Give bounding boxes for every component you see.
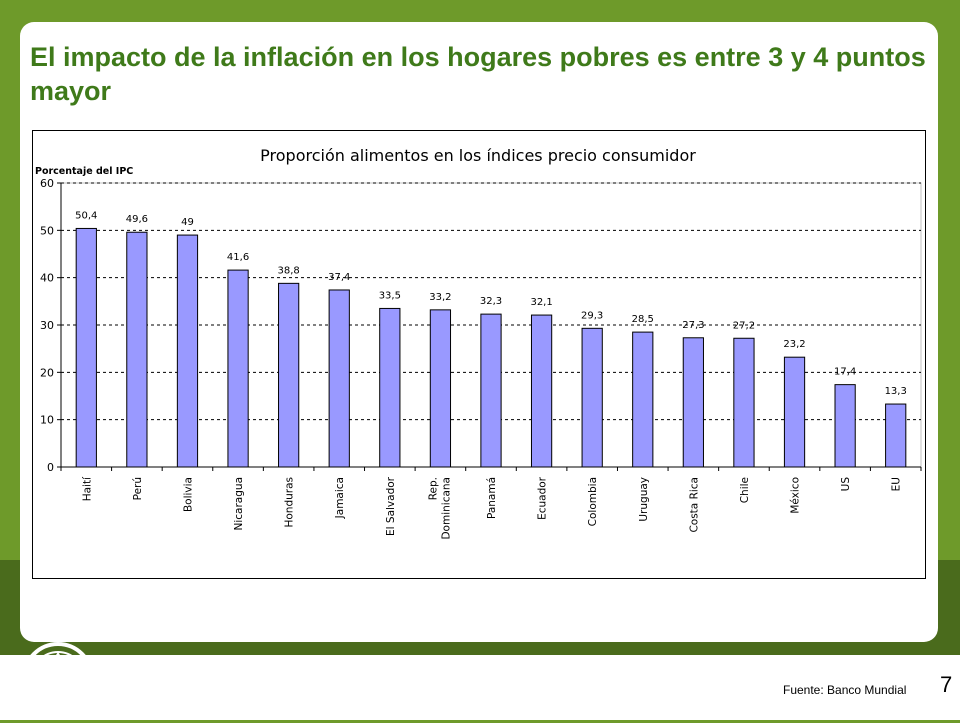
footer-band bbox=[0, 655, 960, 720]
x-tick-label: Jamaica bbox=[334, 477, 346, 519]
y-tick-label: 60 bbox=[40, 177, 54, 190]
bar bbox=[227, 269, 249, 468]
bar bbox=[278, 282, 300, 468]
x-tick-label-line: Dominicana bbox=[440, 477, 452, 540]
x-tick-label: Colombia bbox=[587, 477, 599, 526]
x-tick-label: Rep.Dominicana bbox=[427, 477, 452, 540]
x-tick-label: Ecuador bbox=[537, 476, 549, 520]
page-number: 7 bbox=[940, 672, 953, 697]
x-tick-label: Haití bbox=[81, 476, 93, 501]
bar bbox=[783, 356, 806, 468]
bar-value-label: 29,3 bbox=[581, 310, 603, 321]
bar bbox=[379, 307, 401, 468]
x-tick-label-line: México bbox=[790, 477, 802, 514]
fao-logo: FAO FIAT PANIS bbox=[18, 638, 98, 723]
x-tick-label-line: Ecuador bbox=[537, 476, 549, 520]
bar bbox=[682, 337, 704, 468]
x-tick-label: Costa Rica bbox=[688, 477, 700, 533]
plot-area: 0 10 20 30 40 50 60 50,4 Haití 49,6 Perú 49 Bolivia 4… bbox=[40, 177, 922, 540]
x-tick-label: Nicaragua bbox=[233, 477, 245, 530]
bar-value-label: 33,2 bbox=[429, 292, 451, 303]
bar-value-label: 32,3 bbox=[480, 296, 502, 307]
x-tick-label: EU bbox=[891, 477, 903, 491]
x-tick-label: México bbox=[790, 477, 802, 514]
y-tick-label: 40 bbox=[40, 272, 54, 285]
x-tick-label-line: Costa Rica bbox=[688, 477, 700, 533]
x-tick-label-line: El Salvador bbox=[385, 476, 397, 536]
bar bbox=[733, 337, 755, 468]
logo-center-text: FAO bbox=[43, 674, 74, 690]
x-tick-label-line: Haití bbox=[81, 476, 93, 501]
y-axis-label: Porcentaje del IPC bbox=[35, 166, 133, 177]
x-tick-label-line: Chile bbox=[739, 477, 751, 503]
logo-left-text: FIAT bbox=[36, 699, 49, 706]
bar bbox=[885, 403, 907, 468]
x-tick-label-line: Perú bbox=[132, 477, 144, 500]
bar-value-label: 27,2 bbox=[733, 320, 755, 331]
bar-value-label: 41,6 bbox=[227, 252, 249, 263]
y-tick-label: 0 bbox=[47, 461, 54, 474]
x-tick-label: Panamá bbox=[486, 477, 498, 519]
x-tick-label-line: Bolivia bbox=[182, 477, 194, 512]
x-tick-label-line: Uruguay bbox=[638, 477, 650, 522]
bar-value-label: 33,5 bbox=[379, 290, 401, 301]
x-tick-label-line: EU bbox=[891, 477, 903, 491]
bar-value-label: 13,3 bbox=[885, 386, 907, 397]
x-tick-label: Perú bbox=[132, 477, 144, 500]
bar-value-label: 49,6 bbox=[126, 214, 148, 225]
x-tick-label-line: Panamá bbox=[486, 477, 498, 519]
bar-value-label: 49 bbox=[181, 217, 194, 228]
x-tick-label-line: Colombia bbox=[587, 477, 599, 526]
bar-value-label: 17,4 bbox=[834, 367, 856, 378]
source-note: Fuente: Banco Mundial bbox=[783, 683, 907, 697]
bar bbox=[75, 227, 97, 468]
bar bbox=[581, 327, 603, 468]
bar bbox=[530, 314, 553, 468]
x-tick-label-line: Nicaragua bbox=[233, 477, 245, 530]
bar bbox=[480, 313, 502, 468]
x-tick-label: US bbox=[840, 477, 852, 492]
x-tick-label: El Salvador bbox=[385, 476, 397, 536]
x-tick-label-line: Honduras bbox=[284, 477, 296, 528]
y-tick-label: 50 bbox=[40, 224, 54, 237]
y-tick-label: 20 bbox=[40, 366, 54, 379]
x-tick-label: Honduras bbox=[284, 477, 296, 528]
bar-value-label: 38,8 bbox=[278, 265, 300, 276]
bar-value-label: 27,3 bbox=[682, 320, 704, 331]
bar bbox=[632, 331, 654, 468]
bar-value-label: 28,5 bbox=[632, 314, 654, 325]
x-tick-label-line: US bbox=[840, 477, 852, 492]
y-tick-label: 30 bbox=[40, 319, 54, 332]
bar-value-label: 50,4 bbox=[75, 210, 97, 221]
bar-value-label: 37,4 bbox=[328, 272, 350, 283]
y-tick-label: 10 bbox=[40, 414, 54, 427]
x-tick-label: Uruguay bbox=[638, 477, 650, 522]
bar bbox=[834, 384, 856, 468]
x-tick-label-line: Rep. bbox=[427, 477, 439, 500]
bar bbox=[328, 289, 350, 468]
bar bbox=[429, 309, 452, 468]
chart-title: Proporción alimentos en los índices prec… bbox=[260, 146, 696, 165]
bar-value-label: 32,1 bbox=[530, 297, 552, 308]
x-tick-label: Bolivia bbox=[182, 477, 194, 512]
x-tick-label: Chile bbox=[739, 477, 751, 503]
bar-chart: Proporción alimentos en los índices prec… bbox=[35, 146, 922, 540]
chart-container: Proporción alimentos en los índices prec… bbox=[32, 130, 926, 579]
bar bbox=[126, 231, 148, 468]
bar-value-label: 23,2 bbox=[783, 339, 805, 350]
slide-title: El impacto de la inflación en los hogare… bbox=[30, 42, 926, 106]
logo-right-text: PANIS bbox=[65, 699, 83, 706]
x-tick-label-line: Jamaica bbox=[334, 477, 346, 519]
bar bbox=[176, 234, 199, 468]
